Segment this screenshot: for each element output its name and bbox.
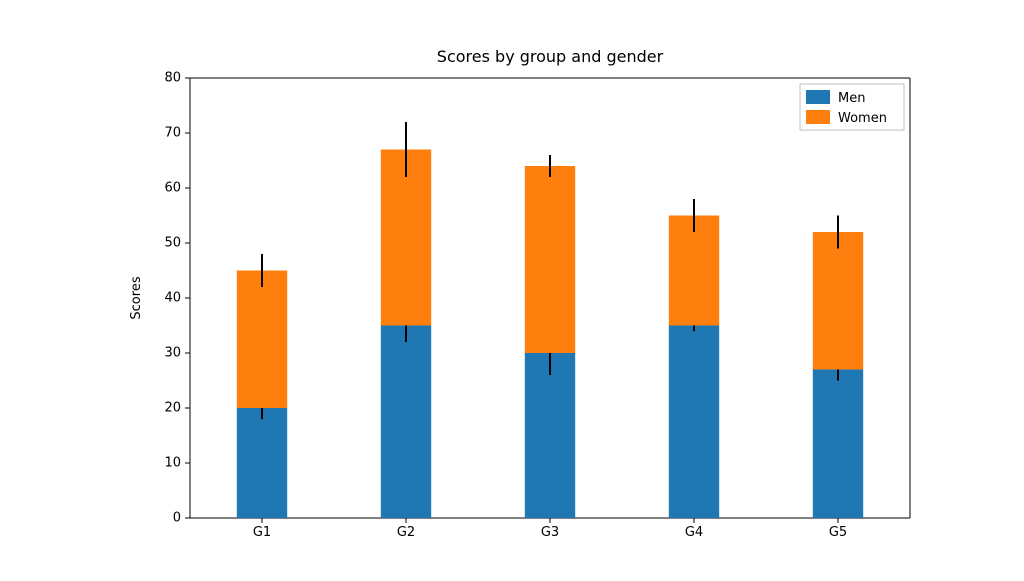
- legend-label-women: Women: [838, 111, 887, 126]
- chart-svg: 0 10 20 30 40 50 60 70 80 G1 G2 G3 G4 G5 Scores Scores …: [0, 0, 1024, 581]
- bar-women-g1: [237, 271, 287, 409]
- y-tick-label: 60: [164, 181, 181, 196]
- legend-swatch-women: [806, 110, 830, 124]
- bar-men-g3: [525, 353, 575, 518]
- legend-label-men: Men: [838, 91, 865, 106]
- bar-men-g2: [381, 326, 431, 519]
- x-tick-label: G2: [397, 525, 415, 540]
- legend-swatch-men: [806, 90, 830, 104]
- y-axis-label: Scores: [129, 276, 144, 319]
- x-tick-label: G5: [829, 525, 847, 540]
- bar-women-g3: [525, 166, 575, 353]
- bar-men-g4: [669, 326, 719, 519]
- bar-women-g5: [813, 232, 863, 370]
- x-tick-label: G3: [541, 525, 559, 540]
- y-tick-label: 80: [164, 71, 181, 86]
- y-tick-label: 10: [164, 456, 181, 471]
- chart-container: 0 10 20 30 40 50 60 70 80 G1 G2 G3 G4 G5 Scores Scores …: [0, 0, 1024, 581]
- y-tick-label: 30: [164, 346, 181, 361]
- y-tick-label: 40: [164, 291, 181, 306]
- y-tick-label: 20: [164, 401, 181, 416]
- y-tick-label: 70: [164, 126, 181, 141]
- x-tick-label: G1: [253, 525, 271, 540]
- bar-men-g5: [813, 370, 863, 519]
- y-tick-label: 0: [173, 511, 181, 526]
- x-tick-label: G4: [685, 525, 703, 540]
- y-tick-label: 50: [164, 236, 181, 251]
- chart-title: Scores by group and gender: [437, 47, 664, 66]
- bar-men-g1: [237, 408, 287, 518]
